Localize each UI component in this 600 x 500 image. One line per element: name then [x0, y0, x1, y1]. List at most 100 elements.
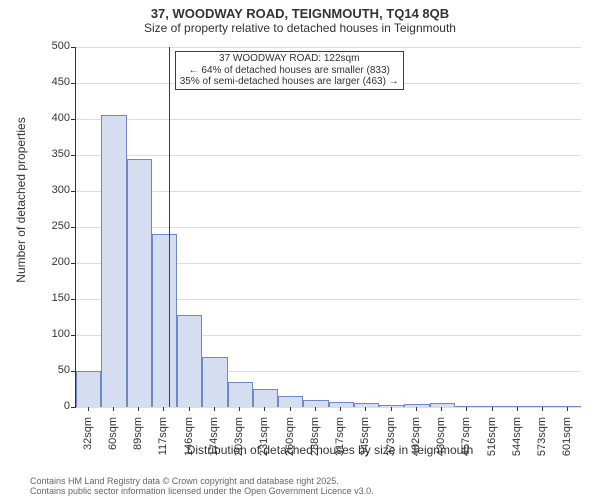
x-axis-label: Distribution of detached houses by size …: [80, 443, 580, 457]
x-tick-mark: [492, 407, 493, 411]
histogram-bar: [354, 403, 379, 407]
annotation-line: 35% of semi-detached houses are larger (…: [180, 76, 399, 88]
x-tick-label: 601sqm: [561, 417, 573, 467]
histogram-bar: [177, 315, 202, 407]
gridline: [76, 407, 581, 408]
y-tick-mark: [71, 407, 75, 408]
x-tick-mark: [315, 407, 316, 411]
chart-title: 37, WOODWAY ROAD, TEIGNMOUTH, TQ14 8QB: [0, 0, 600, 21]
gridline: [76, 155, 581, 156]
histogram-bar: [253, 389, 278, 407]
x-tick-label: 174sqm: [208, 417, 220, 467]
x-tick-mark: [517, 407, 518, 411]
x-tick-mark: [290, 407, 291, 411]
histogram-bar: [480, 406, 505, 407]
x-tick-label: 260sqm: [284, 417, 296, 467]
x-tick-label: 146sqm: [183, 417, 195, 467]
x-tick-label: 317sqm: [334, 417, 346, 467]
histogram-bar: [404, 404, 429, 407]
annotation-line: 37 WOODWAY ROAD: 122sqm: [180, 53, 399, 65]
x-tick-label: 203sqm: [233, 417, 245, 467]
histogram-bar: [430, 403, 455, 407]
x-tick-label: 89sqm: [132, 417, 144, 467]
histogram-bar: [329, 402, 354, 407]
y-tick-mark: [71, 227, 75, 228]
y-tick-label: 500: [40, 40, 70, 52]
footer-attribution: Contains HM Land Registry data © Crown c…: [30, 476, 374, 496]
x-tick-label: 32sqm: [82, 417, 94, 467]
annotation-line: ← 64% of detached houses are smaller (83…: [180, 65, 399, 77]
marker-line: [169, 47, 170, 407]
x-tick-label: 573sqm: [536, 417, 548, 467]
gridline: [76, 47, 581, 48]
y-tick-mark: [71, 335, 75, 336]
x-tick-mark: [214, 407, 215, 411]
x-tick-label: 345sqm: [359, 417, 371, 467]
x-tick-label: 402sqm: [410, 417, 422, 467]
histogram-bar: [531, 406, 556, 407]
x-tick-mark: [163, 407, 164, 411]
y-tick-mark: [71, 299, 75, 300]
y-tick-label: 300: [40, 184, 70, 196]
x-tick-mark: [416, 407, 417, 411]
x-tick-mark: [567, 407, 568, 411]
histogram-bar: [505, 406, 530, 407]
y-tick-mark: [71, 263, 75, 264]
footer-line-2: Contains public sector information licen…: [30, 486, 374, 496]
plot-area: 37 WOODWAY ROAD: 122sqm← 64% of detached…: [75, 47, 581, 408]
y-axis-label: Number of detached properties: [14, 70, 28, 330]
y-tick-label: 350: [40, 148, 70, 160]
y-tick-mark: [71, 191, 75, 192]
x-tick-mark: [113, 407, 114, 411]
y-tick-mark: [71, 371, 75, 372]
histogram-bar: [556, 406, 581, 407]
y-tick-label: 100: [40, 328, 70, 340]
x-tick-mark: [88, 407, 89, 411]
y-tick-label: 150: [40, 292, 70, 304]
y-tick-label: 400: [40, 112, 70, 124]
histogram-bar: [278, 396, 303, 407]
chart-subtitle: Size of property relative to detached ho…: [0, 21, 600, 35]
annotation-box: 37 WOODWAY ROAD: 122sqm← 64% of detached…: [175, 51, 404, 90]
histogram-bar: [455, 406, 480, 407]
gridline: [76, 119, 581, 120]
histogram-bar: [127, 159, 152, 407]
x-tick-mark: [239, 407, 240, 411]
y-tick-label: 50: [40, 364, 70, 376]
y-tick-label: 200: [40, 256, 70, 268]
y-tick-mark: [71, 47, 75, 48]
x-tick-mark: [138, 407, 139, 411]
y-tick-mark: [71, 119, 75, 120]
x-tick-label: 117sqm: [157, 417, 169, 467]
x-tick-mark: [189, 407, 190, 411]
x-tick-label: 457sqm: [460, 417, 472, 467]
x-tick-label: 430sqm: [435, 417, 447, 467]
x-tick-mark: [391, 407, 392, 411]
x-tick-label: 60sqm: [107, 417, 119, 467]
x-tick-label: 544sqm: [511, 417, 523, 467]
histogram-bar: [76, 371, 101, 407]
x-tick-label: 231sqm: [258, 417, 270, 467]
gridline: [76, 227, 581, 228]
x-tick-label: 516sqm: [486, 417, 498, 467]
x-tick-mark: [264, 407, 265, 411]
y-tick-label: 450: [40, 76, 70, 88]
histogram-bar: [228, 382, 253, 407]
x-tick-label: 288sqm: [309, 417, 321, 467]
histogram-bar: [152, 234, 177, 407]
x-tick-mark: [441, 407, 442, 411]
histogram-bar: [379, 405, 404, 407]
y-tick-label: 250: [40, 220, 70, 232]
y-tick-label: 0: [40, 400, 70, 412]
histogram-bar: [101, 115, 126, 407]
y-tick-mark: [71, 83, 75, 84]
x-tick-mark: [340, 407, 341, 411]
x-tick-label: 373sqm: [385, 417, 397, 467]
histogram-bar: [303, 400, 328, 407]
y-tick-mark: [71, 155, 75, 156]
x-tick-mark: [365, 407, 366, 411]
x-tick-mark: [542, 407, 543, 411]
histogram-bar: [202, 357, 227, 407]
footer-line-1: Contains HM Land Registry data © Crown c…: [30, 476, 374, 486]
x-tick-mark: [466, 407, 467, 411]
